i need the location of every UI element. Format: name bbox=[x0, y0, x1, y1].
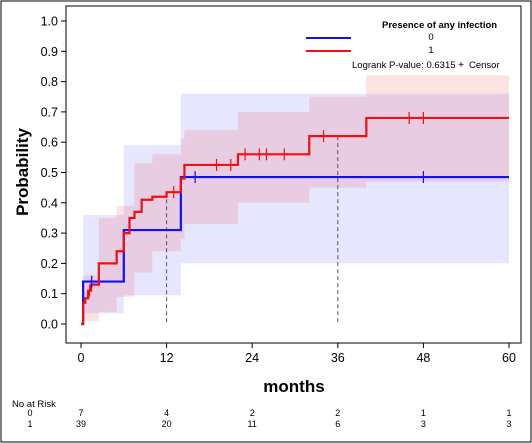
y-tick-label-0.6: 0.6 bbox=[41, 136, 58, 150]
y-tick-label-0.3: 0.3 bbox=[41, 227, 58, 241]
at-risk-count-1-60: 3 bbox=[506, 419, 511, 429]
y-axis-label: Probability bbox=[13, 128, 32, 216]
plot-frame bbox=[65, 5, 522, 344]
at-risk-count-0-12: 4 bbox=[164, 408, 169, 418]
at-risk-table: No at Risk 0 7 4 2 2 1 11 39 20 11 6 3 3 bbox=[12, 399, 512, 429]
x-tick-label-24: 24 bbox=[245, 351, 259, 365]
x-tick-label-60: 60 bbox=[502, 351, 516, 365]
legend: Presence of any infection 0 1 Logrank P-… bbox=[306, 20, 500, 71]
logrank-annotation: Logrank P-value: 0.6315 bbox=[352, 60, 456, 71]
y-tick-label-1.0: 1.0 bbox=[41, 15, 58, 29]
censor-legend-label: Censor bbox=[469, 60, 500, 71]
legend-label-1: 1 bbox=[428, 45, 433, 56]
y-tick-label-0.5: 0.5 bbox=[41, 166, 58, 180]
at-risk-count-0-36: 2 bbox=[335, 408, 340, 418]
ci-band-0 bbox=[81, 93, 509, 324]
x-tick-label-0: 0 bbox=[78, 351, 85, 365]
y-tick-label-0.0: 0.0 bbox=[41, 318, 58, 332]
y-tick-label-0.1: 0.1 bbox=[41, 287, 58, 301]
x-axis-label: months bbox=[263, 377, 324, 396]
at-risk-count-0-0: 7 bbox=[78, 408, 83, 418]
x-tick-label-48: 48 bbox=[416, 351, 430, 365]
legend-title: Presence of any infection bbox=[382, 20, 497, 31]
at-risk-count-1-36: 6 bbox=[335, 419, 340, 429]
y-tick-label-0.7: 0.7 bbox=[41, 105, 58, 119]
at-risk-group-0: 0 bbox=[27, 408, 32, 418]
censor-symbol: + bbox=[458, 60, 464, 71]
y-tick-label-0.8: 0.8 bbox=[41, 75, 58, 89]
at-risk-group-1: 1 bbox=[27, 419, 32, 429]
at-risk-count-0-60: 1 bbox=[506, 408, 511, 418]
ci-band-1 bbox=[81, 75, 509, 324]
at-risk-count-0-24: 2 bbox=[250, 408, 255, 418]
y-tick-label-0.9: 0.9 bbox=[41, 45, 58, 59]
at-risk-count-0-48: 1 bbox=[421, 408, 426, 418]
y-tick-label-0.2: 0.2 bbox=[41, 257, 58, 271]
at-risk-title: No at Risk bbox=[12, 399, 56, 410]
at-risk-count-1-0: 39 bbox=[76, 419, 86, 429]
survival-curve-1 bbox=[81, 116, 509, 326]
at-risk-count-1-12: 20 bbox=[162, 419, 172, 429]
legend-label-0: 0 bbox=[428, 32, 433, 43]
x-tick-label-36: 36 bbox=[331, 351, 345, 365]
y-tick-label-0.4: 0.4 bbox=[41, 196, 58, 210]
at-risk-count-1-24: 11 bbox=[248, 419, 257, 429]
at-risk-count-1-48: 3 bbox=[421, 419, 426, 429]
x-tick-label-12: 12 bbox=[160, 351, 174, 365]
